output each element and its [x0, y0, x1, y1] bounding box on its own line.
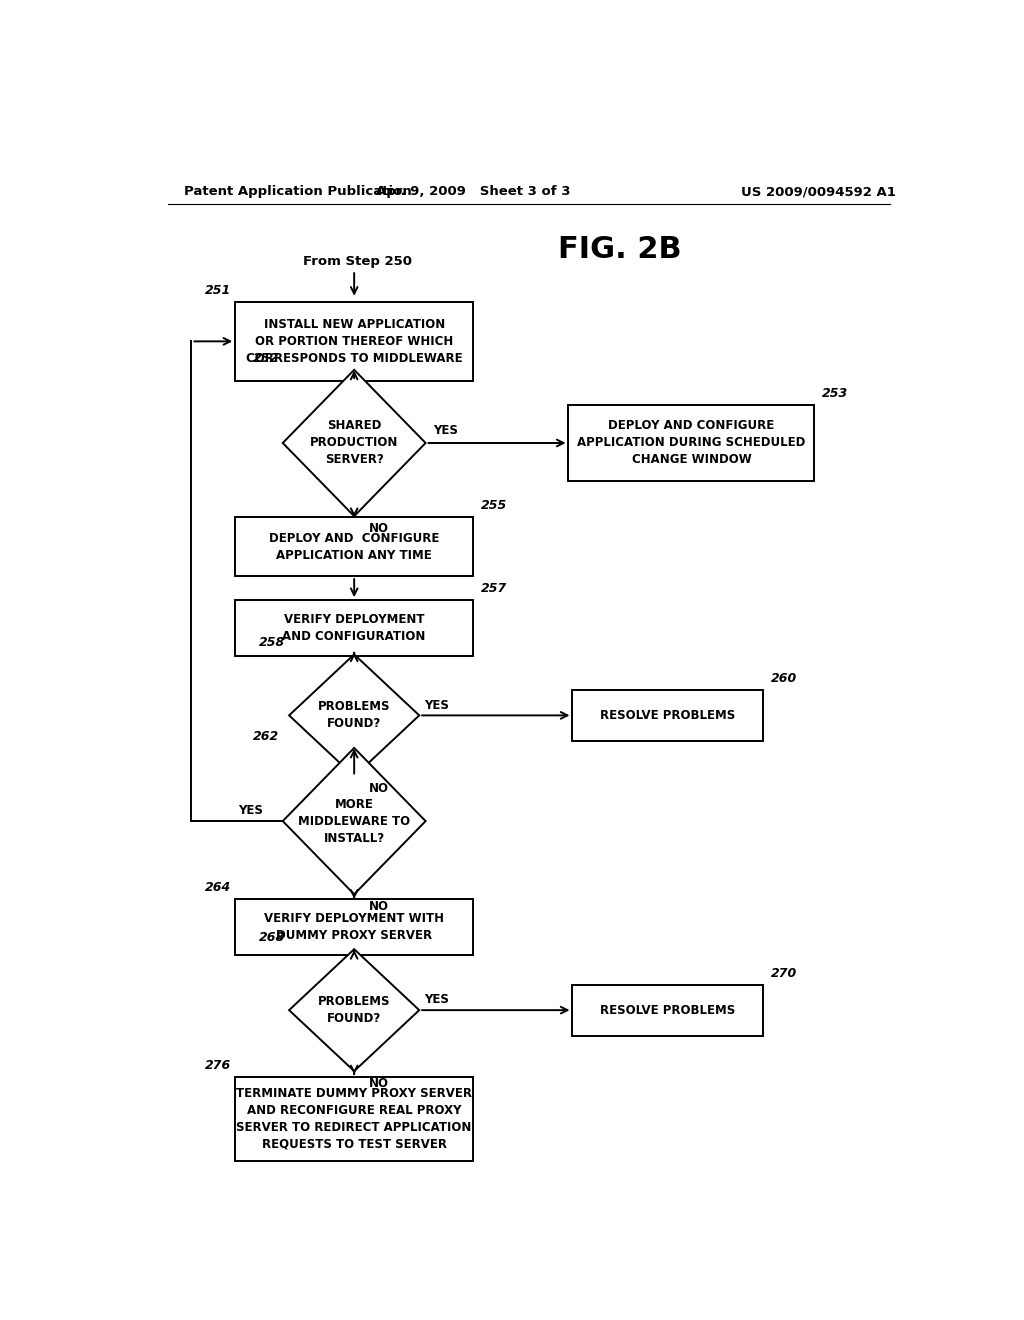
Text: NO: NO: [369, 1077, 388, 1090]
Text: YES: YES: [238, 804, 263, 817]
Text: 257: 257: [481, 582, 508, 595]
Polygon shape: [289, 949, 419, 1071]
Text: INSTALL NEW APPLICATION
OR PORTION THEREOF WHICH
CORRESPONDS TO MIDDLEWARE: INSTALL NEW APPLICATION OR PORTION THERE…: [246, 318, 463, 364]
Text: YES: YES: [433, 424, 458, 437]
Text: RESOLVE PROBLEMS: RESOLVE PROBLEMS: [600, 1003, 735, 1016]
Bar: [572, 985, 763, 1036]
Text: From Step 250: From Step 250: [303, 255, 412, 268]
Text: RESOLVE PROBLEMS: RESOLVE PROBLEMS: [600, 709, 735, 722]
Text: VERIFY DEPLOYMENT
AND CONFIGURATION: VERIFY DEPLOYMENT AND CONFIGURATION: [283, 612, 426, 643]
Text: 258: 258: [259, 636, 285, 649]
Text: DEPLOY AND  CONFIGURE
APPLICATION ANY TIME: DEPLOY AND CONFIGURE APPLICATION ANY TIM…: [269, 532, 439, 562]
Bar: [236, 601, 473, 656]
Text: PROBLEMS
FOUND?: PROBLEMS FOUND?: [317, 995, 390, 1026]
Text: TERMINATE DUMMY PROXY SERVER
AND RECONFIGURE REAL PROXY
SERVER TO REDIRECT APPLI: TERMINATE DUMMY PROXY SERVER AND RECONFI…: [237, 1086, 472, 1151]
Text: VERIFY DEPLOYMENT WITH
DUMMY PROXY SERVER: VERIFY DEPLOYMENT WITH DUMMY PROXY SERVE…: [264, 912, 444, 941]
Text: 253: 253: [822, 387, 849, 400]
Text: SHARED
PRODUCTION
SERVER?: SHARED PRODUCTION SERVER?: [310, 420, 398, 466]
Text: YES: YES: [424, 994, 450, 1006]
Polygon shape: [283, 748, 426, 894]
Text: 276: 276: [205, 1059, 231, 1072]
Text: NO: NO: [369, 521, 388, 535]
Text: Apr. 9, 2009   Sheet 3 of 3: Apr. 9, 2009 Sheet 3 of 3: [376, 185, 570, 198]
Polygon shape: [289, 655, 419, 776]
Text: Patent Application Publication: Patent Application Publication: [183, 185, 412, 198]
Polygon shape: [283, 370, 426, 516]
Text: US 2009/0094592 A1: US 2009/0094592 A1: [741, 185, 896, 198]
Text: PROBLEMS
FOUND?: PROBLEMS FOUND?: [317, 701, 390, 730]
Text: DEPLOY AND CONFIGURE
APPLICATION DURING SCHEDULED
CHANGE WINDOW: DEPLOY AND CONFIGURE APPLICATION DURING …: [578, 420, 806, 466]
Text: MORE
MIDDLEWARE TO
INSTALL?: MORE MIDDLEWARE TO INSTALL?: [298, 797, 411, 845]
Text: YES: YES: [424, 698, 450, 711]
Text: FIG. 2B: FIG. 2B: [558, 235, 682, 264]
Bar: [236, 1077, 473, 1160]
Text: 252: 252: [253, 351, 279, 364]
Text: 270: 270: [771, 966, 797, 979]
Text: NO: NO: [369, 781, 388, 795]
Text: 260: 260: [771, 672, 797, 685]
Bar: [236, 899, 473, 954]
Bar: [236, 302, 473, 381]
Text: 251: 251: [205, 284, 231, 297]
Bar: [572, 690, 763, 741]
Bar: [568, 405, 814, 480]
Text: NO: NO: [369, 900, 388, 913]
Text: 268: 268: [259, 931, 285, 944]
Text: 262: 262: [253, 730, 279, 743]
Bar: [236, 517, 473, 576]
Text: 255: 255: [481, 499, 508, 512]
Text: 264: 264: [205, 880, 231, 894]
